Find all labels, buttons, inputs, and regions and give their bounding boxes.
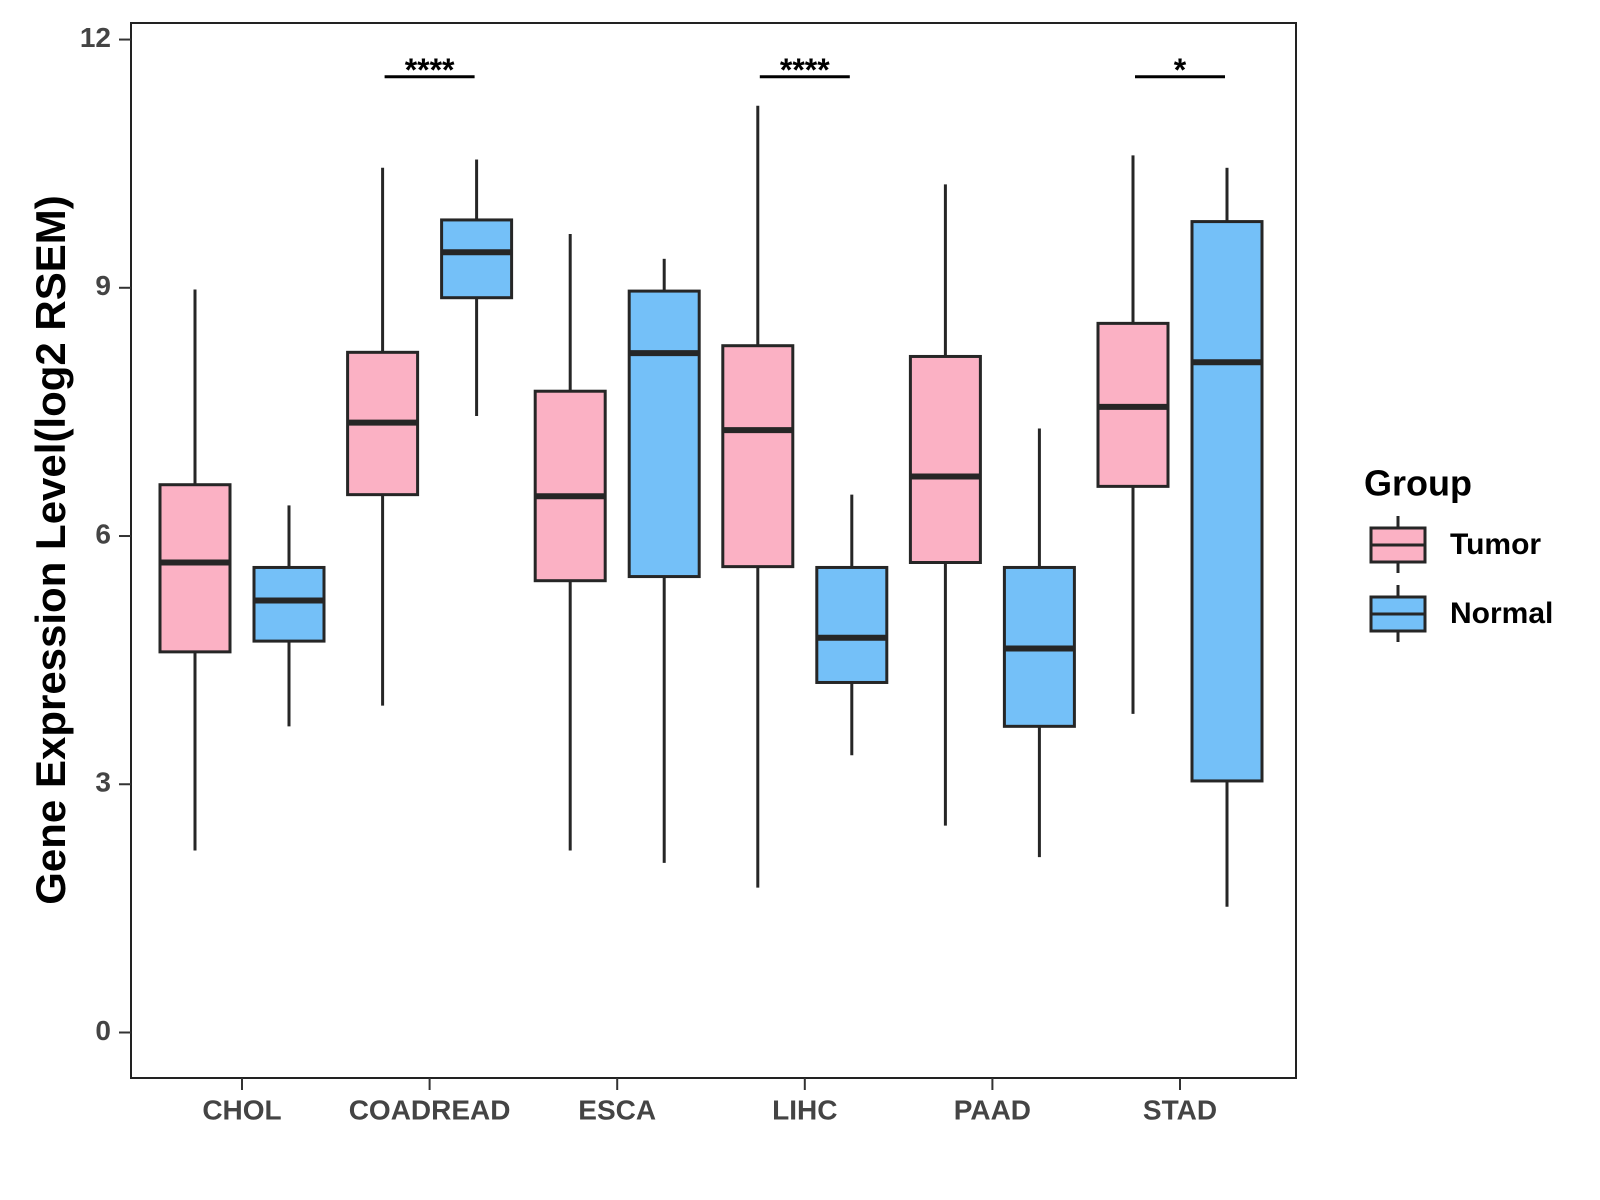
box-normal-chol[interactable] <box>252 505 326 727</box>
x-tick-label: PAAD <box>954 1094 1031 1125</box>
x-tick-label: COADREAD <box>349 1094 511 1125</box>
y-tick-label: 0 <box>95 1015 111 1046</box>
box-normal-lihc[interactable] <box>815 494 889 756</box>
legend-label-tumor: Tumor <box>1450 528 1541 561</box>
box-tumor-chol[interactable] <box>158 289 232 851</box>
y-axis: 0 3 6 9 12 <box>80 22 131 1046</box>
legend-label-normal: Normal <box>1450 597 1553 630</box>
box-tumor-paad[interactable] <box>908 184 982 826</box>
iqr-box <box>627 289 701 579</box>
box-series <box>158 105 1264 907</box>
significance-label: * <box>1174 52 1187 88</box>
box-tumor-lihc[interactable] <box>721 105 795 888</box>
box-normal-esca[interactable] <box>627 258 701 863</box>
y-axis-title: Gene Expression Level(log2 RSEM) <box>27 195 74 905</box>
box-normal-stad[interactable] <box>1190 167 1264 907</box>
box-normal-paad[interactable] <box>1002 428 1076 858</box>
iqr-box <box>158 483 232 654</box>
significance-label: **** <box>405 52 455 88</box>
iqr-box <box>815 565 889 684</box>
y-tick-label: 9 <box>95 270 111 301</box>
box-tumor-stad[interactable] <box>1096 155 1170 714</box>
x-tick-label: LIHC <box>772 1094 837 1125</box>
y-tick-label: 3 <box>95 767 111 798</box>
significance-label: **** <box>780 52 830 88</box>
x-tick-label: ESCA <box>578 1094 656 1125</box>
box-normal-coadread[interactable] <box>440 159 514 417</box>
box-tumor-esca[interactable] <box>533 234 607 851</box>
legend-title: Group <box>1364 463 1472 504</box>
box-tumor-coadread[interactable] <box>346 167 420 706</box>
iqr-box <box>440 218 514 300</box>
y-tick-label: 6 <box>95 518 111 549</box>
legend: Group Tumor Normal <box>1364 463 1553 642</box>
iqr-box <box>1190 220 1264 783</box>
iqr-box <box>252 565 326 643</box>
y-tick-label: 12 <box>80 22 111 53</box>
significance-annotations: **** **** * <box>384 52 1225 88</box>
plot-panel <box>130 22 1297 1079</box>
x-tick-label: STAD <box>1143 1094 1217 1125</box>
legend-item-normal[interactable]: Normal <box>1369 585 1553 642</box>
legend-item-tumor[interactable]: Tumor <box>1369 516 1541 573</box>
iqr-box <box>533 389 607 583</box>
iqr-box <box>908 354 982 564</box>
x-tick-label: CHOL <box>202 1094 281 1125</box>
iqr-box <box>721 344 795 569</box>
x-axis: CHOL COADREAD ESCA LIHC PAAD STAD <box>202 1078 1217 1125</box>
